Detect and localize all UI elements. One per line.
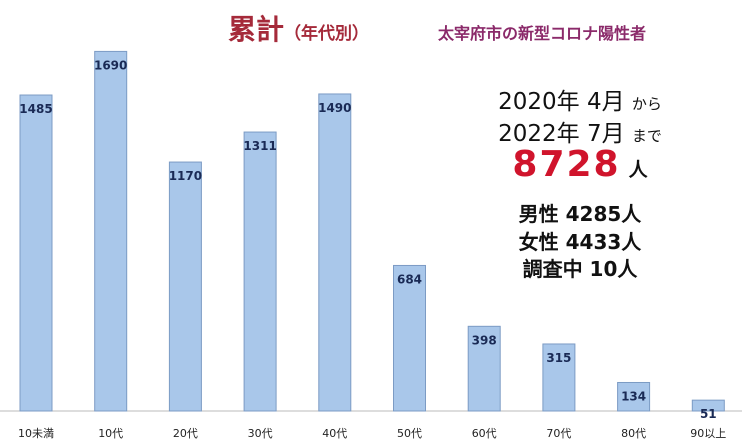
unknown-count: 調査中 10人: [522, 257, 638, 281]
period-from: 2020年 4月 から: [470, 82, 690, 116]
x-tick-label: 90以上: [690, 427, 726, 440]
bar-value-label: 315: [546, 351, 571, 365]
bar-value-label: 398: [472, 333, 497, 347]
bar: [617, 381, 651, 412]
period-to: 2022年 7月 まで: [470, 114, 690, 148]
male-count: 男性 4285人: [518, 202, 642, 226]
bar: [168, 161, 202, 412]
x-tick-label: 40代: [322, 427, 347, 440]
bar: [19, 94, 53, 412]
data-labels-group: 1485 1690 1170 1311 1490 684 398 315 134 51: [19, 58, 716, 421]
bar: [94, 50, 128, 412]
period-to-value: 2022年 7月: [498, 121, 625, 147]
bar: [243, 131, 277, 412]
x-tick-label: 80代: [621, 427, 646, 440]
total-unit: 人: [628, 159, 648, 181]
female-count: 女性 4433人: [518, 230, 642, 254]
title-paren-text: （年代別）: [284, 24, 370, 44]
bars-group: [19, 50, 725, 412]
chart-subtitle: 太宰府市の新型コロナ陽性者: [438, 24, 647, 43]
bar-value-label: 1485: [19, 102, 52, 116]
bar-value-label: 134: [621, 389, 646, 403]
period-to-suffix: まで: [631, 127, 662, 145]
chart-title: 累計（年代別）: [228, 8, 369, 48]
x-tick-labels-group: 10未満 10代 20代 30代 40代 50代 60代 70代 80代 90以上: [18, 427, 726, 440]
x-tick-label: 60代: [472, 427, 497, 440]
total-cases: 8728 人: [470, 144, 690, 185]
bar-value-label: 51: [700, 407, 717, 421]
bar-value-label: 1311: [243, 139, 276, 153]
total-value: 8728: [512, 144, 621, 185]
x-tick-label: 30代: [248, 427, 273, 440]
title-main-text: 累計: [228, 13, 285, 46]
bar: [318, 93, 352, 412]
bar-value-label: 1170: [169, 169, 202, 183]
bar: [542, 343, 576, 412]
x-tick-label: 10代: [98, 427, 123, 440]
bar-value-label: 684: [397, 272, 422, 286]
bar: [393, 264, 426, 412]
period-from-suffix: から: [631, 95, 662, 113]
bar: [467, 325, 501, 412]
bar-value-label: 1690: [94, 58, 127, 72]
period-from-value: 2020年 4月: [498, 89, 625, 115]
x-tick-label: 20代: [173, 427, 198, 440]
bar-value-label: 1490: [318, 101, 351, 115]
x-tick-label: 70代: [546, 427, 571, 440]
bar: [691, 399, 725, 412]
x-tick-label: 50代: [397, 427, 422, 440]
x-tick-label: 10未満: [18, 427, 54, 440]
